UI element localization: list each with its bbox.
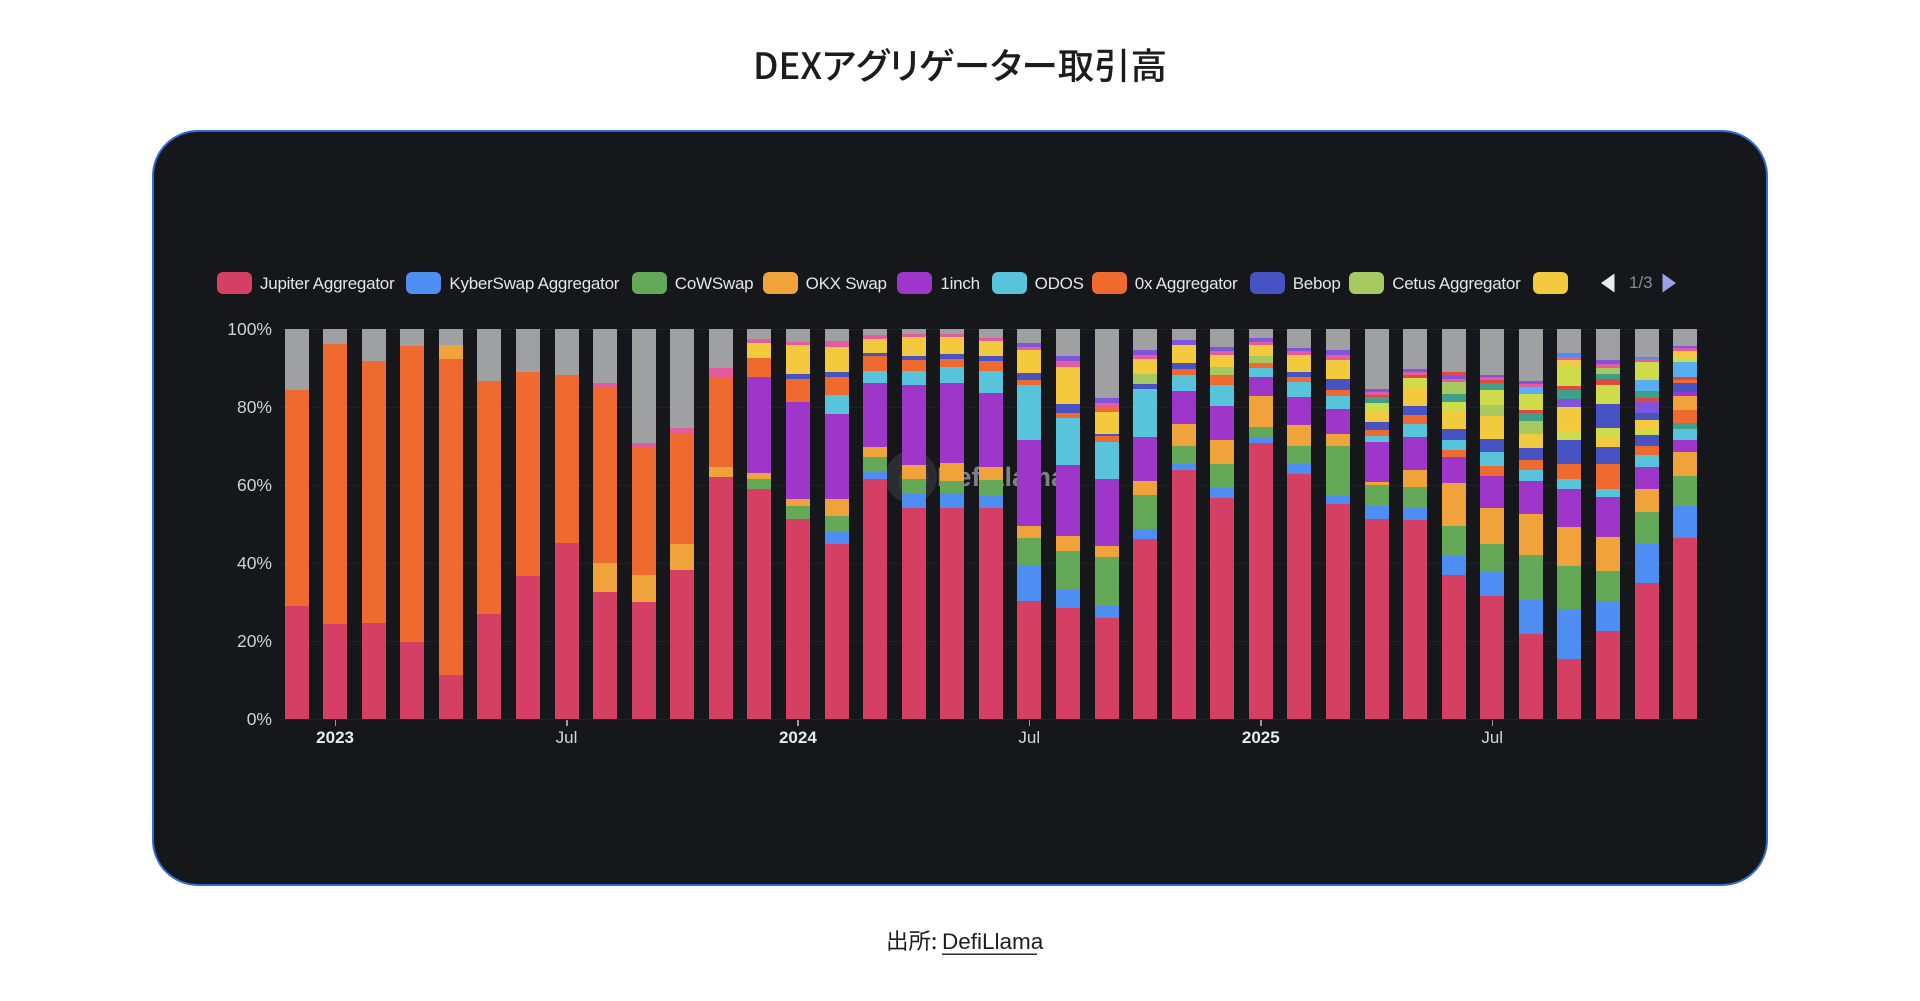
- svg-text:DefiLlama: DefiLlama: [942, 929, 1044, 954]
